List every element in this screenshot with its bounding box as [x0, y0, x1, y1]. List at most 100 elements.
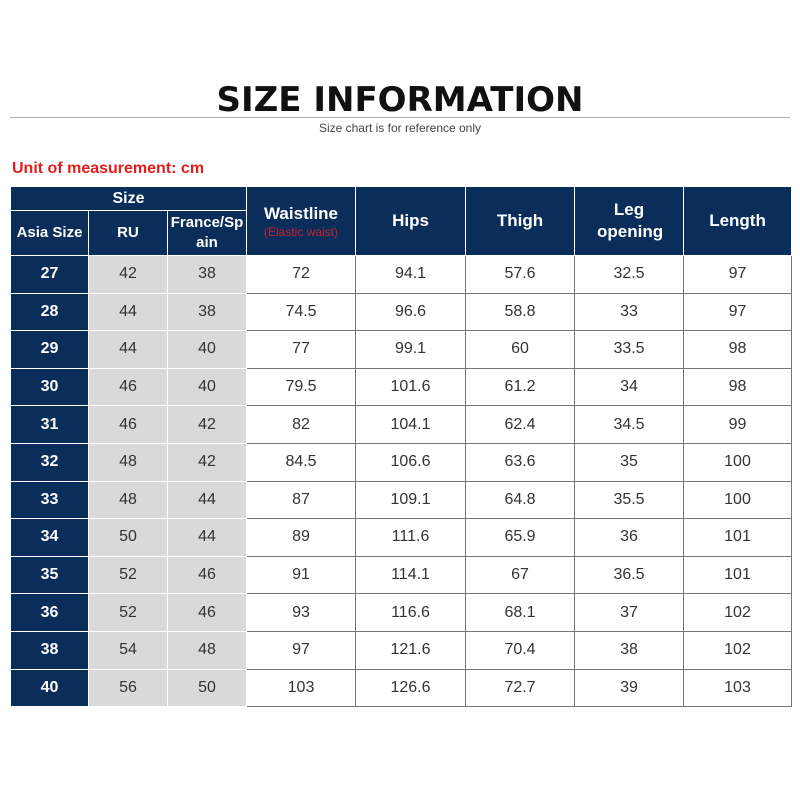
france-spain-size-cell: 50	[166, 668, 248, 708]
asia-size-cell: 40	[10, 668, 89, 708]
length-cell: 98	[683, 367, 793, 407]
length-cell: 99	[683, 405, 793, 444]
hips-cell: 114.1	[355, 555, 467, 595]
ru-size-cell: 46	[88, 367, 168, 407]
waistline-cell: 82	[246, 405, 357, 444]
leg-opening-cell: 34	[574, 367, 685, 407]
table-row: 31 46 42 82 104.1 62.4 34.5 99	[10, 405, 793, 444]
waistline-cell: 77	[246, 330, 357, 369]
waistline-cell: 84.5	[246, 442, 357, 482]
hips-cell: 121.6	[355, 630, 467, 670]
asia-size-cell: 38	[10, 630, 89, 670]
length-cell: 102	[683, 593, 793, 632]
france-spain-size-cell: 46	[166, 593, 248, 632]
waistline-label: Waistline	[264, 204, 339, 223]
france-spain-header: France/Spain	[166, 210, 248, 256]
ru-size-cell: 52	[88, 555, 168, 595]
thigh-cell: 64.8	[465, 480, 576, 520]
ru-size-cell: 44	[88, 292, 168, 332]
waistline-cell: 97	[246, 630, 357, 670]
thigh-cell: 62.4	[465, 405, 576, 444]
length-cell: 100	[683, 442, 793, 482]
leg-opening-cell: 35	[574, 442, 685, 482]
waistline-cell: 89	[246, 518, 357, 557]
france-spain-size-cell: 48	[166, 630, 248, 670]
length-cell: 98	[683, 330, 793, 369]
table-row: 32 48 42 84.5 106.6 63.6 35 100	[10, 442, 793, 482]
table-row: 33 48 44 87 109.1 64.8 35.5 100	[10, 480, 793, 520]
asia-size-cell: 27	[10, 255, 89, 294]
length-cell: 101	[683, 555, 793, 595]
leg-opening-cell: 36	[574, 518, 685, 557]
asia-size-cell: 29	[10, 330, 89, 369]
thigh-cell: 61.2	[465, 367, 576, 407]
hips-cell: 104.1	[355, 405, 467, 444]
france-spain-size-cell: 40	[166, 330, 248, 369]
thigh-header: Thigh	[465, 186, 576, 256]
france-spain-size-cell: 42	[166, 442, 248, 482]
asia-size-cell: 34	[10, 518, 89, 557]
france-spain-size-cell: 44	[166, 480, 248, 520]
waistline-cell: 93	[246, 593, 357, 632]
leg-opening-cell: 32.5	[574, 255, 685, 294]
thigh-cell: 63.6	[465, 442, 576, 482]
france-spain-size-cell: 40	[166, 367, 248, 407]
waistline-cell: 79.5	[246, 367, 357, 407]
size-table: Size Waistline (Elastic waist) Hips Thigh…	[9, 186, 793, 708]
leg-opening-cell: 36.5	[574, 555, 685, 595]
size-group-header: Size	[9, 186, 248, 211]
hips-cell: 126.6	[355, 668, 467, 708]
table-row: 38 54 48 97 121.6 70.4 38 102	[10, 630, 793, 670]
thigh-cell: 65.9	[465, 518, 576, 557]
france-spain-size-cell: 46	[166, 555, 248, 595]
ru-size-cell: 48	[88, 480, 168, 520]
asia-size-cell: 28	[10, 292, 89, 332]
france-spain-size-cell: 42	[166, 405, 248, 444]
thigh-cell: 67	[465, 555, 576, 595]
leg-opening-cell: 34.5	[574, 405, 685, 444]
waistline-cell: 72	[246, 255, 357, 294]
elastic-waist-note: (Elastic waist)	[264, 225, 339, 239]
hips-cell: 109.1	[355, 480, 467, 520]
ru-size-cell: 54	[88, 630, 168, 670]
thigh-cell: 58.8	[465, 292, 576, 332]
leg-opening-cell: 33	[574, 292, 685, 332]
length-cell: 103	[683, 668, 793, 708]
asia-size-cell: 35	[10, 555, 89, 595]
table-row: 40 56 50 103 126.6 72.7 39 103	[10, 668, 793, 708]
waistline-cell: 91	[246, 555, 357, 595]
length-cell: 101	[683, 518, 793, 557]
leg-opening-cell: 39	[574, 668, 685, 708]
ru-header: RU	[88, 210, 168, 256]
hips-cell: 99.1	[355, 330, 467, 369]
leg-opening-header: Leg opening	[574, 186, 685, 256]
hips-header: Hips	[355, 186, 467, 256]
waistline-cell: 74.5	[246, 292, 357, 332]
ru-size-cell: 52	[88, 593, 168, 632]
table-row: 35 52 46 91 114.1 67 36.5 101	[10, 555, 793, 595]
france-spain-size-cell: 38	[166, 255, 248, 294]
length-header: Length	[683, 186, 793, 256]
ru-size-cell: 56	[88, 668, 168, 708]
france-spain-size-cell: 44	[166, 518, 248, 557]
thigh-cell: 60	[465, 330, 576, 369]
length-cell: 102	[683, 630, 793, 670]
thigh-cell: 70.4	[465, 630, 576, 670]
asia-size-cell: 32	[10, 442, 89, 482]
unit-label: Unit of measurement: cm	[12, 160, 205, 177]
table-row: 34 50 44 89 111.6 65.9 36 101	[10, 518, 793, 557]
thigh-cell: 68.1	[465, 593, 576, 632]
ru-size-cell: 42	[88, 255, 168, 294]
hips-cell: 106.6	[355, 442, 467, 482]
thigh-cell: 57.6	[465, 255, 576, 294]
ru-size-cell: 46	[88, 405, 168, 444]
france-spain-size-cell: 38	[166, 292, 248, 332]
table-row: 27 42 38 72 94.1 57.6 32.5 97	[10, 255, 793, 294]
length-cell: 100	[683, 480, 793, 520]
waistline-cell: 87	[246, 480, 357, 520]
asia-size-header: Asia Size	[10, 210, 89, 256]
table-row: 28 44 38 74.5 96.6 58.8 33 97	[10, 292, 793, 332]
leg-opening-cell: 38	[574, 630, 685, 670]
page-title: SIZE INFORMATION	[216, 80, 584, 120]
length-cell: 97	[683, 255, 793, 294]
